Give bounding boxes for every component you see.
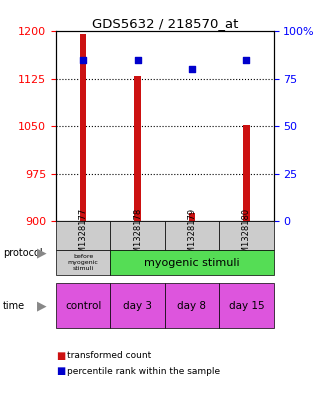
Text: percentile rank within the sample: percentile rank within the sample: [67, 367, 220, 376]
Text: protocol: protocol: [3, 248, 43, 257]
Text: time: time: [3, 301, 25, 310]
Text: GSM1328180: GSM1328180: [242, 208, 251, 264]
Text: ▶: ▶: [37, 299, 46, 312]
Bar: [134, 76, 141, 221]
Text: GSM1328177: GSM1328177: [79, 208, 88, 264]
Text: control: control: [65, 301, 101, 310]
Bar: [219, 221, 274, 250]
Text: ■: ■: [56, 351, 65, 361]
Bar: [110, 221, 165, 250]
Text: transformed count: transformed count: [67, 351, 151, 360]
Point: [81, 57, 86, 63]
Bar: [243, 125, 250, 221]
Text: GSM1328179: GSM1328179: [188, 208, 196, 264]
Point: [135, 57, 140, 63]
Bar: [80, 34, 86, 221]
Text: day 15: day 15: [228, 301, 264, 310]
Bar: [56, 221, 110, 250]
Text: before
myogenic
stimuli: before myogenic stimuli: [68, 254, 99, 271]
Text: ■: ■: [56, 366, 65, 376]
Text: day 3: day 3: [123, 301, 152, 310]
Bar: [56, 250, 110, 275]
Point: [189, 66, 195, 72]
Text: myogenic stimuli: myogenic stimuli: [144, 258, 240, 268]
Bar: [165, 221, 219, 250]
Bar: [189, 213, 195, 221]
Text: GSM1328178: GSM1328178: [133, 208, 142, 264]
Bar: [110, 250, 274, 275]
Title: GDS5632 / 218570_at: GDS5632 / 218570_at: [92, 17, 238, 30]
Text: ▶: ▶: [37, 246, 46, 259]
Point: [244, 57, 249, 63]
Text: day 8: day 8: [178, 301, 206, 310]
